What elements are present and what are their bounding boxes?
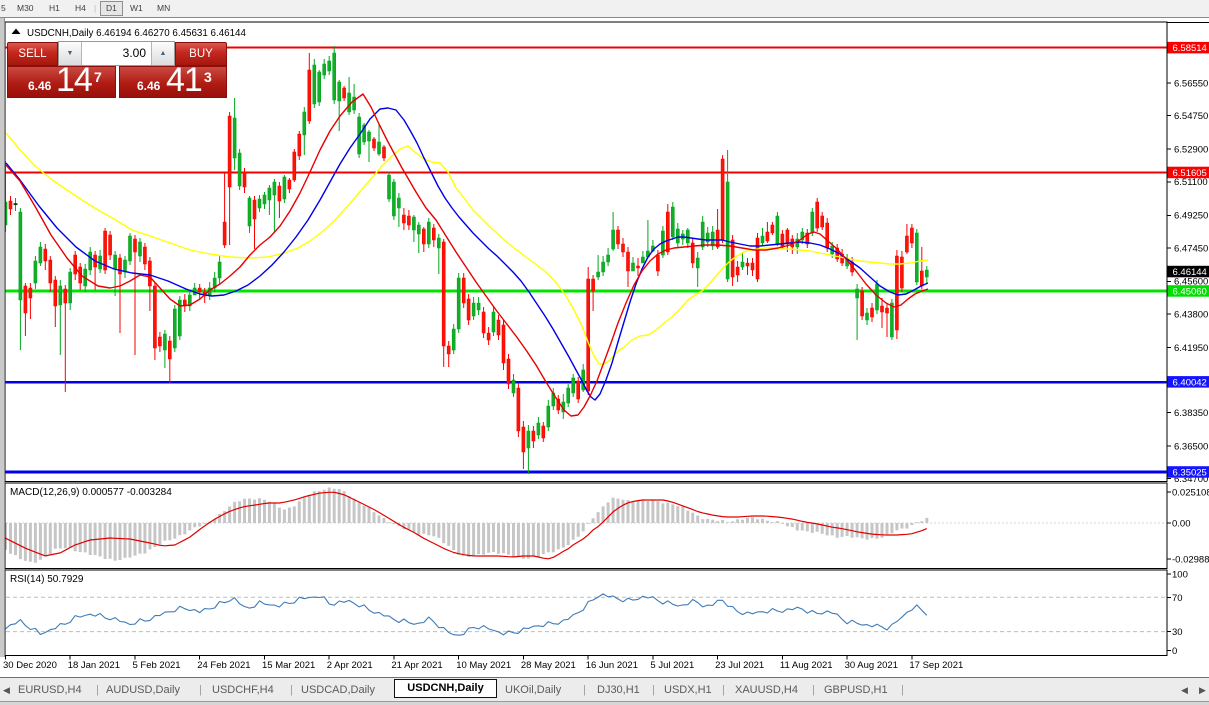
svg-text:6.40042: 6.40042 [1173, 378, 1207, 389]
svg-text:6.46144: 6.46144 [1173, 267, 1207, 278]
svg-text:100: 100 [1172, 570, 1188, 581]
svg-text:28 May 2021: 28 May 2021 [521, 660, 576, 671]
svg-text:0.025108: 0.025108 [1172, 488, 1209, 499]
svg-text:5 Feb 2021: 5 Feb 2021 [133, 660, 181, 671]
svg-text:0: 0 [1172, 646, 1177, 657]
svg-text:30: 30 [1172, 627, 1183, 638]
svg-text:6.35025: 6.35025 [1173, 468, 1207, 479]
svg-text:6.38350: 6.38350 [1174, 408, 1208, 419]
svg-text:USDCNH,Daily 6.46194 6.46270: USDCNH,Daily 6.46194 6.46270 6.45631 6.4… [27, 28, 246, 39]
svg-text:2 Apr 2021: 2 Apr 2021 [327, 660, 373, 671]
svg-text:6.56550: 6.56550 [1174, 79, 1208, 90]
svg-text:30 Dec 2020: 30 Dec 2020 [3, 660, 57, 671]
svg-text:6.51605: 6.51605 [1173, 168, 1207, 179]
svg-text:21 Apr 2021: 21 Apr 2021 [391, 660, 442, 671]
svg-text:6.52900: 6.52900 [1174, 145, 1208, 156]
svg-text:MACD(12,26,9) 0.000577 -0.0032: MACD(12,26,9) 0.000577 -0.003284 [10, 487, 172, 498]
svg-text:0.00: 0.00 [1172, 518, 1191, 529]
svg-text:70: 70 [1172, 593, 1183, 604]
svg-text:15 Mar 2021: 15 Mar 2021 [262, 660, 315, 671]
svg-text:6.58514: 6.58514 [1173, 43, 1207, 54]
svg-text:6.36500: 6.36500 [1174, 442, 1208, 453]
svg-text:30 Aug 2021: 30 Aug 2021 [845, 660, 898, 671]
svg-text:16 Jun 2021: 16 Jun 2021 [586, 660, 638, 671]
svg-text:10 May 2021: 10 May 2021 [456, 660, 511, 671]
svg-text:6.54750: 6.54750 [1174, 111, 1208, 122]
svg-text:11 Aug 2021: 11 Aug 2021 [780, 660, 833, 671]
svg-text:6.43800: 6.43800 [1174, 309, 1208, 320]
svg-text:6.47450: 6.47450 [1174, 243, 1208, 254]
svg-text:RSI(14) 50.7929: RSI(14) 50.7929 [10, 574, 84, 585]
svg-text:17 Sep 2021: 17 Sep 2021 [909, 660, 963, 671]
svg-text:6.45060: 6.45060 [1173, 287, 1207, 298]
svg-text:24 Feb 2021: 24 Feb 2021 [197, 660, 250, 671]
svg-text:6.34700: 6.34700 [1174, 474, 1208, 485]
svg-text:6.51100: 6.51100 [1174, 177, 1208, 188]
svg-text:6.45600: 6.45600 [1174, 277, 1208, 288]
svg-text:23 Jul 2021: 23 Jul 2021 [715, 660, 764, 671]
svg-text:18 Jan 2021: 18 Jan 2021 [68, 660, 120, 671]
svg-text:5 Jul 2021: 5 Jul 2021 [650, 660, 694, 671]
svg-text:6.41950: 6.41950 [1174, 343, 1208, 354]
svg-text:6.49250: 6.49250 [1174, 211, 1208, 222]
